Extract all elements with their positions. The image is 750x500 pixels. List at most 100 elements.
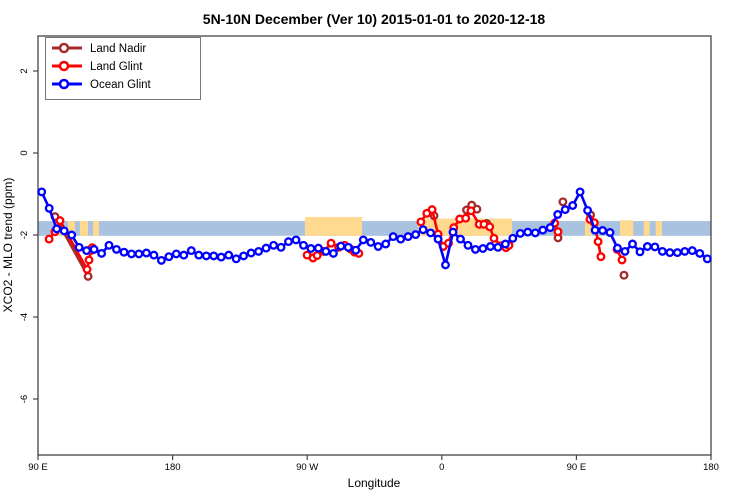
data-point — [358, 235, 368, 245]
y-tick-label: -4 — [19, 313, 30, 321]
land-nadir-series — [50, 197, 629, 281]
data-point — [74, 242, 84, 252]
data-point — [553, 210, 563, 219]
x-tick-label: 90 E — [567, 462, 587, 473]
data-point — [59, 226, 69, 236]
data-point — [343, 242, 353, 252]
legend-label: Land Glint — [90, 61, 143, 73]
data-point — [231, 254, 241, 264]
data-point — [201, 251, 211, 261]
data-point — [44, 234, 54, 244]
data-point — [381, 239, 391, 249]
y-tick-label: -6 — [19, 395, 30, 403]
data-point — [478, 244, 488, 253]
data-point — [702, 254, 712, 264]
data-point — [628, 239, 637, 249]
data-point — [326, 238, 336, 248]
legend-point-sample — [58, 60, 70, 72]
data-point — [426, 228, 436, 238]
data-point — [657, 246, 667, 256]
data-point — [593, 237, 603, 247]
data-point — [489, 233, 499, 243]
data-point — [500, 239, 510, 249]
reference-band-land-patch — [655, 221, 662, 236]
data-point — [141, 248, 151, 258]
data-point — [52, 224, 62, 234]
x-tick-label: 0 — [439, 462, 444, 473]
data-point — [642, 242, 652, 251]
legend: Land Nadir Land Glint Ocean Glint — [45, 37, 201, 100]
legend-point-sample — [58, 78, 70, 90]
data-point — [186, 246, 196, 256]
data-point — [83, 271, 93, 281]
data-point — [37, 187, 47, 197]
data-point — [568, 201, 578, 210]
data-point — [427, 205, 437, 215]
data-point — [127, 249, 136, 259]
chart-title: 5N-10N December (Ver 10) 2015-01-01 to 2… — [203, 11, 546, 27]
data-point — [558, 197, 568, 207]
data-point — [515, 228, 525, 238]
data-point — [680, 246, 690, 256]
data-point — [463, 240, 473, 250]
data-point — [635, 247, 645, 257]
data-point — [89, 244, 99, 254]
y-tick-label: -2 — [19, 231, 30, 239]
data-point — [82, 246, 92, 256]
data-point — [466, 206, 476, 216]
data-point — [171, 249, 181, 259]
data-point — [441, 260, 450, 270]
data-point — [470, 244, 480, 254]
reference-band-land-patch — [67, 221, 75, 236]
x-tick-label: 180 — [703, 462, 719, 473]
reference-band-land-patch — [643, 221, 650, 236]
data-point — [485, 222, 495, 232]
y-tick-label: 2 — [19, 68, 30, 73]
data-point — [291, 235, 301, 245]
data-point — [216, 252, 226, 262]
legend-label: Land Nadir — [90, 43, 146, 55]
data-point — [104, 240, 114, 250]
data-point — [523, 227, 533, 237]
ocean-glint-series — [37, 187, 712, 270]
data-point — [254, 246, 264, 256]
plot-frame — [37, 35, 712, 456]
data-point — [313, 243, 323, 253]
data-point — [560, 205, 570, 215]
data-point — [695, 248, 705, 258]
data-point — [373, 242, 383, 251]
data-point — [687, 246, 697, 256]
data-point — [619, 270, 629, 280]
data-point — [485, 242, 495, 251]
data-point — [583, 205, 593, 215]
data-point — [246, 248, 256, 258]
data-point — [388, 232, 398, 242]
data-point — [553, 227, 563, 237]
data-point — [575, 187, 585, 197]
data-point — [351, 245, 361, 255]
data-point — [84, 255, 94, 265]
data-point — [366, 237, 376, 247]
data-point — [508, 233, 518, 243]
data-point — [336, 241, 346, 251]
series-line — [53, 215, 90, 278]
data-point — [672, 248, 682, 258]
x-tick-label: 90 E — [28, 462, 48, 473]
x-axis-label: Longitude — [348, 476, 401, 490]
data-point — [299, 240, 308, 250]
y-axis-label: XCO2 - MLO trend (ppm) — [1, 178, 15, 313]
y-tick-label: 0 — [19, 150, 30, 155]
data-point — [411, 230, 421, 240]
data-point — [224, 250, 234, 260]
data-point — [276, 242, 286, 252]
data-point — [596, 252, 606, 262]
data-point — [97, 248, 107, 258]
data-point — [82, 264, 92, 274]
reference-band-land-patch — [304, 216, 363, 236]
data-point — [44, 203, 54, 213]
data-point — [590, 225, 600, 235]
data-point — [194, 250, 204, 260]
data-point — [112, 244, 121, 254]
reference-band-land-patch — [79, 221, 88, 236]
data-point — [321, 246, 331, 256]
